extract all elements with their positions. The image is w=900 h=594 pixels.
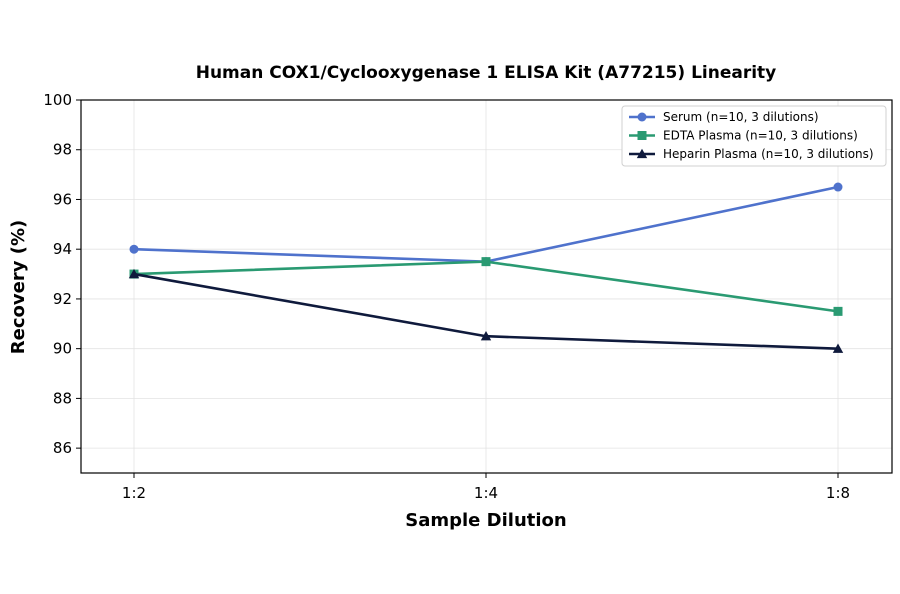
x-tick-label: 1:4 xyxy=(474,484,498,502)
legend-marker xyxy=(637,112,647,122)
legend-label: EDTA Plasma (n=10, 3 dilutions) xyxy=(663,129,858,143)
plot-frame xyxy=(80,99,893,474)
y-tick-label: 90 xyxy=(53,340,72,358)
data-point xyxy=(128,268,140,279)
data-point xyxy=(481,257,491,267)
y-tick-label: 86 xyxy=(53,439,72,457)
legend-box xyxy=(621,105,887,167)
legend-label: Heparin Plasma (n=10, 3 dilutions) xyxy=(663,147,874,161)
y-tick-label: 100 xyxy=(43,91,72,109)
y-tick-label: 98 xyxy=(53,141,72,159)
y-tick-label: 92 xyxy=(53,290,72,308)
legend-label: Serum (n=10, 3 dilutions) xyxy=(663,110,819,124)
y-tick-label: 96 xyxy=(53,190,72,208)
chart-title: Human COX1/Cyclooxygenase 1 ELISA Kit (A… xyxy=(196,63,777,83)
y-tick-label: 94 xyxy=(53,240,72,258)
data-point xyxy=(129,244,139,254)
data-point xyxy=(480,331,492,341)
x-axis-label: Sample Dilution xyxy=(405,510,566,531)
x-tick-label: 1:8 xyxy=(826,484,850,502)
legend-marker xyxy=(637,131,647,140)
legend: Serum (n=10, 3 dilutions) EDTA Plasma (n=… xyxy=(621,105,887,167)
y-tick-label: 88 xyxy=(53,389,72,407)
x-tick-label: 1:2 xyxy=(122,484,146,502)
data-point xyxy=(833,306,843,316)
data-point xyxy=(832,343,844,353)
y-axis-label: Recovery (%) xyxy=(8,220,29,354)
data-point xyxy=(833,182,843,192)
legend-marker xyxy=(636,148,648,159)
